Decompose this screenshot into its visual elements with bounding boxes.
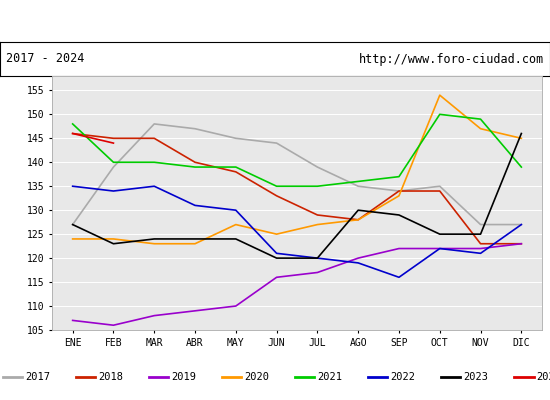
- Text: 2018: 2018: [98, 372, 123, 382]
- Text: Evolucion del paro registrado en Zarzalejo: Evolucion del paro registrado en Zarzale…: [91, 14, 459, 28]
- Text: 2024: 2024: [536, 372, 550, 382]
- Text: 2021: 2021: [317, 372, 342, 382]
- Text: 2020: 2020: [244, 372, 269, 382]
- Text: 2023: 2023: [463, 372, 488, 382]
- Text: 2017: 2017: [25, 372, 50, 382]
- Text: http://www.foro-ciudad.com: http://www.foro-ciudad.com: [359, 52, 544, 66]
- Text: 2017 - 2024: 2017 - 2024: [6, 52, 84, 66]
- Text: 2022: 2022: [390, 372, 415, 382]
- Text: 2019: 2019: [171, 372, 196, 382]
